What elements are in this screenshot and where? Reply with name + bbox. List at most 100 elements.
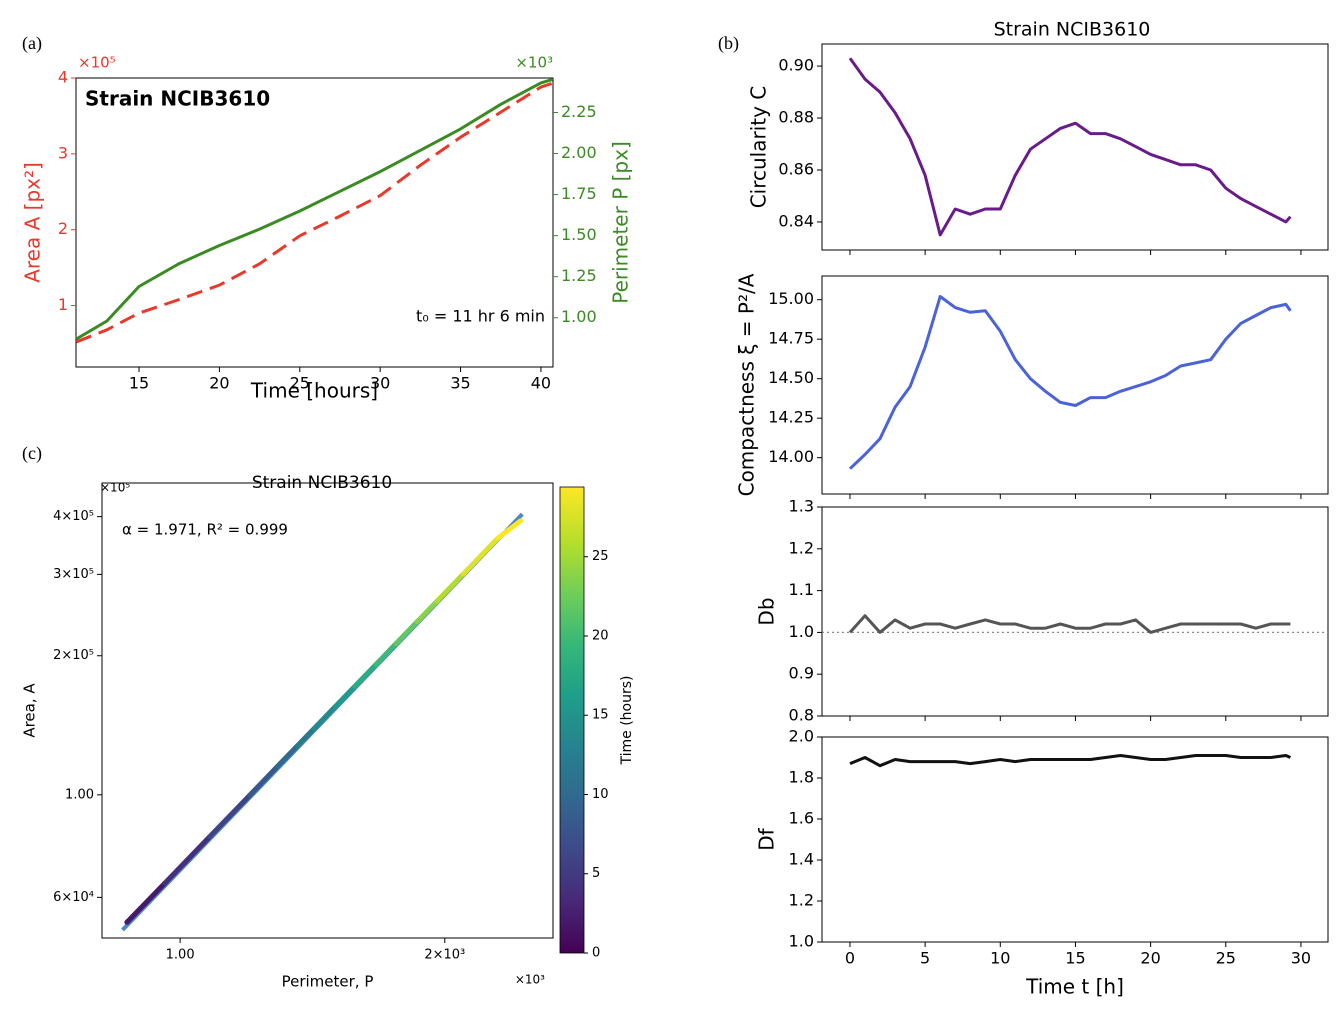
axes-frame [75, 77, 554, 368]
x-tick-label: 25 [1216, 949, 1236, 968]
y-axis-label: Df [755, 827, 779, 850]
x-axis-label: Time t [h] [1025, 975, 1124, 999]
data-segment [311, 704, 338, 732]
y-tick-label: 3×10⁵ [53, 567, 94, 582]
colorbar [559, 486, 585, 954]
x-tick-label: 5 [920, 949, 930, 968]
y-tick-label: 1.4 [789, 850, 814, 869]
data-line [75, 81, 553, 344]
colorbar-tick-label: 5 [592, 866, 600, 881]
y-tick-label: 14.00 [768, 447, 814, 466]
chart-title: Strain NCIB3610 [994, 19, 1151, 41]
y-tick-label: 0.8 [789, 706, 814, 725]
data-segment [332, 683, 358, 710]
axes-frame [101, 482, 554, 939]
y-tick-label: 14.75 [768, 329, 814, 348]
axes-frame [821, 736, 1329, 943]
y-tick-label: 0.88 [778, 108, 814, 127]
y2-tick-label: 1.25 [561, 266, 597, 285]
y-axis-label: Area, A [21, 683, 39, 738]
y2-tick-label: 1.75 [561, 184, 597, 203]
data-segment [124, 880, 168, 925]
y-axis-label: Circularity C [747, 86, 771, 209]
panel-label: (c) [22, 443, 42, 464]
x-tick-label: 1.00 [166, 948, 195, 963]
y-tick-label: 4 [58, 68, 68, 87]
chart-title: Strain NCIB3610 [252, 473, 392, 493]
x-tick-label: 25 [290, 374, 310, 393]
y-tick-label: 2.0 [789, 727, 814, 746]
x-axis-label: Time [hours] [250, 379, 378, 403]
data-segment [434, 571, 466, 604]
colorbar-label: Time (hours) [619, 676, 635, 766]
data-segment [295, 726, 317, 749]
y-tick-label: 1.2 [789, 538, 814, 557]
x-axis-label: Perimeter, P [282, 973, 374, 991]
y2-tick-label: 1.50 [561, 225, 597, 244]
y-tick-label: 14.50 [768, 368, 814, 387]
y-tick-label: 1.00 [65, 787, 94, 802]
colorbar-tick-label: 10 [592, 787, 609, 802]
y-tick-label: 2×10⁵ [53, 648, 94, 663]
data-line [75, 78, 553, 341]
y-tick-label: 1 [58, 295, 68, 314]
y-axis-label: Compactness ξ = P²/A [735, 273, 759, 496]
data-segment [460, 535, 501, 577]
data-segment [393, 619, 420, 647]
data-segment [495, 518, 524, 541]
annotation: α = 1.971, R² = 0.999 [122, 521, 288, 539]
x-tick-label: 35 [450, 374, 470, 393]
y-tick-label: 1.0 [789, 932, 814, 951]
y-tick-label: 3 [58, 143, 68, 162]
y-tick-label: 4×10⁵ [53, 509, 94, 524]
x-tick-label: 20 [209, 374, 229, 393]
y-tick-label: 0.86 [778, 159, 814, 178]
data-line [848, 295, 1292, 470]
colorbar-tick-label: 20 [592, 628, 609, 643]
data-segment [162, 834, 213, 886]
x-tick-label: 15 [129, 374, 149, 393]
y2-tick-label: 1.00 [561, 307, 597, 326]
data-segment [414, 598, 440, 625]
y-tick-label: 14.25 [768, 408, 814, 427]
data-line [848, 614, 1291, 634]
x-tick-label: 10 [990, 949, 1010, 968]
axes-frame [821, 506, 1329, 717]
annotation: t₀ = 11 hr 6 min [416, 307, 545, 326]
y2-tick-label: 2.00 [561, 143, 597, 162]
y-tick-label: 1.0 [789, 622, 814, 641]
panel-label: (b) [718, 33, 739, 54]
y-axis-label: Area A [px²] [21, 162, 45, 283]
data-segment [274, 743, 301, 769]
y-tick-label: 0.90 [778, 56, 814, 75]
colorbar-tick-label: 0 [592, 946, 600, 961]
chart-title: Strain NCIB3610 [85, 87, 270, 111]
data-segment [352, 661, 379, 689]
y2-axis-label: Perimeter P [px] [609, 141, 633, 304]
colorbar-tick-label: 15 [592, 708, 609, 723]
y-tick-label: 1.2 [789, 891, 814, 910]
x-multiplier: ×10³ [515, 973, 545, 987]
y-tick-label: 0.84 [778, 211, 814, 230]
y-tick-label: 1.8 [789, 768, 814, 787]
data-segment [207, 792, 253, 840]
panel-label: (a) [22, 33, 42, 54]
x-tick-label: 0 [845, 949, 855, 968]
colorbar-tick-label: 25 [592, 549, 609, 564]
y2-tick-label: 2.25 [561, 102, 597, 121]
x-tick-label: 20 [1140, 949, 1160, 968]
y-tick-label: 0.9 [789, 664, 814, 683]
data-line [849, 754, 1292, 768]
y-tick-label: 6×10⁴ [53, 890, 94, 905]
y-tick-label: 1.3 [789, 497, 814, 516]
y-axis-label: Db [755, 597, 779, 625]
data-segment [247, 763, 280, 798]
y-tick-label: 1.1 [789, 580, 814, 599]
x-tick-label: 30 [370, 374, 390, 393]
y-tick-label: 1.6 [789, 809, 814, 828]
x-tick-label: 40 [531, 374, 551, 393]
data-line [848, 57, 1292, 237]
x-tick-label: 30 [1291, 949, 1311, 968]
